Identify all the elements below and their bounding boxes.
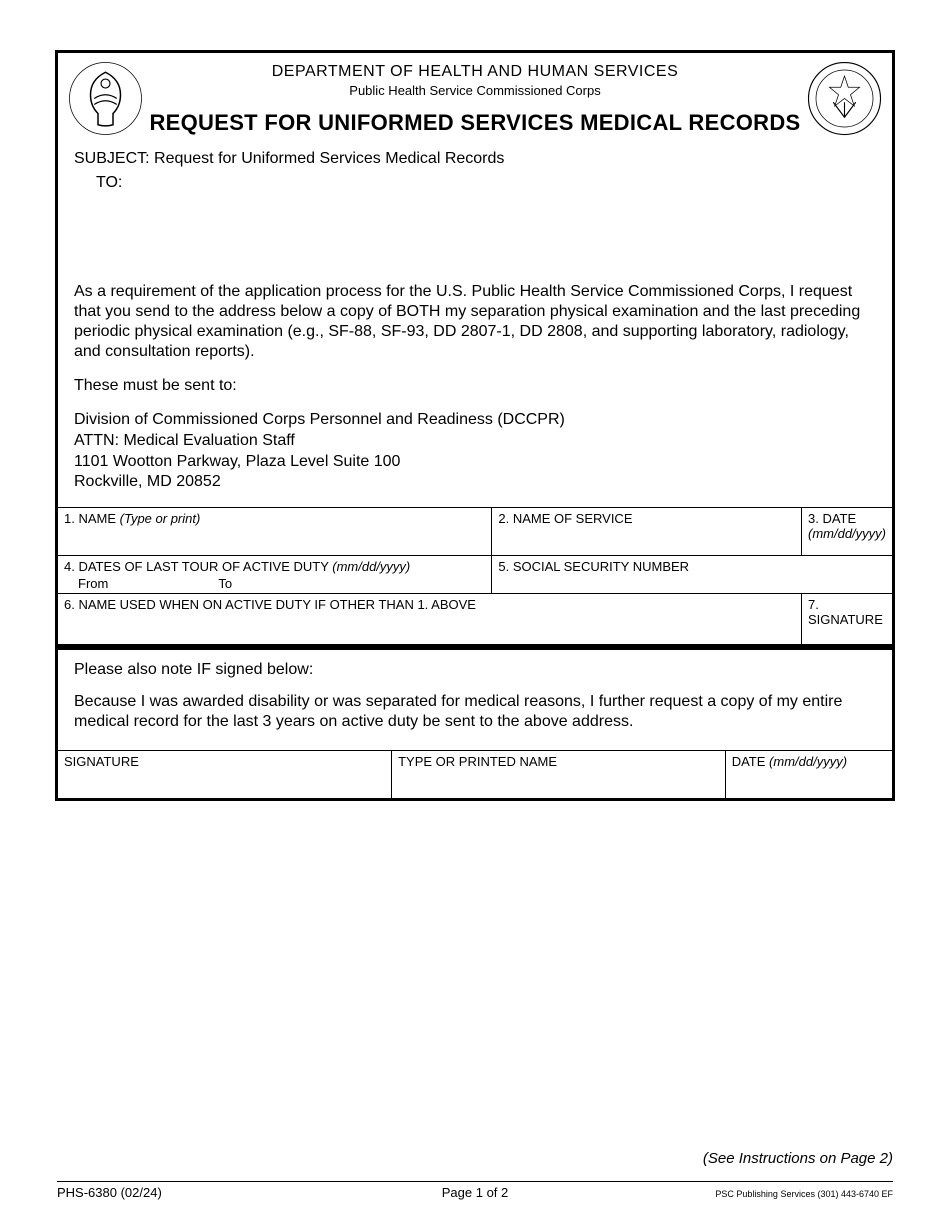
field-5-label: 5. SOCIAL SECURITY NUMBER <box>498 559 689 574</box>
field-tour-dates[interactable]: 4. DATES OF LAST TOUR OF ACTIVE DUTY (mm… <box>58 556 492 594</box>
form-header: DEPARTMENT OF HEALTH AND HUMAN SERVICES … <box>58 53 892 140</box>
printed-name-label: TYPE OR PRINTED NAME <box>398 754 557 769</box>
subject-label: SUBJECT: <box>74 150 150 167</box>
footer-area: (See Instructions on Page 2) PHS-6380 (0… <box>55 1150 895 1200</box>
phs-seal-icon <box>807 61 882 136</box>
field-6-label: 6. NAME USED WHEN ON ACTIVE DUTY IF OTHE… <box>64 597 476 612</box>
fields-table: 1. NAME (Type or print) 2. NAME OF SERVI… <box>58 507 892 644</box>
sig-date-hint: (mm/dd/yyyy) <box>769 754 847 769</box>
subject-text: Request for Uniformed Services Medical R… <box>154 150 504 167</box>
field-4-hint: (mm/dd/yyyy) <box>332 559 410 574</box>
form-title: REQUEST FOR UNIFORMED SERVICES MEDICAL R… <box>143 110 807 136</box>
address-line2: ATTN: Medical Evaluation Staff <box>74 431 876 452</box>
to-label: TO: <box>74 174 876 192</box>
form-number: PHS-6380 (02/24) <box>57 1185 162 1200</box>
subdepartment-name: Public Health Service Commissioned Corps <box>143 83 807 98</box>
header-text: DEPARTMENT OF HEALTH AND HUMAN SERVICES … <box>143 61 807 136</box>
sig-field-date[interactable]: DATE (mm/dd/yyyy) <box>725 750 892 798</box>
field-7-label: 7. SIGNATURE <box>808 597 883 627</box>
page-number: Page 1 of 2 <box>442 1185 509 1200</box>
form-border: DEPARTMENT OF HEALTH AND HUMAN SERVICES … <box>55 50 895 801</box>
address-line1: Division of Commissioned Corps Personnel… <box>74 410 876 431</box>
sig-field-name[interactable]: TYPE OR PRINTED NAME <box>392 750 726 798</box>
note-body: Because I was awarded disability or was … <box>74 692 876 732</box>
sig-date-label: DATE <box>732 754 766 769</box>
body-paragraph: As a requirement of the application proc… <box>74 282 876 362</box>
sig-field-signature[interactable]: SIGNATURE <box>58 750 392 798</box>
body-section: SUBJECT: Request for Uniformed Services … <box>58 140 892 507</box>
to-label-field: To <box>218 576 232 591</box>
sent-to-label: These must be sent to: <box>74 376 876 396</box>
field-date[interactable]: 3. DATE (mm/dd/yyyy) <box>801 508 892 556</box>
footer-line: PHS-6380 (02/24) Page 1 of 2 PSC Publish… <box>57 1181 893 1200</box>
field-other-name[interactable]: 6. NAME USED WHEN ON ACTIVE DUTY IF OTHE… <box>58 594 801 644</box>
hhs-logo-icon <box>68 61 143 136</box>
from-label: From <box>78 576 108 591</box>
field-2-label: 2. NAME OF SERVICE <box>498 511 632 526</box>
note-intro: Please also note IF signed below: <box>74 660 876 680</box>
address-line4: Rockville, MD 20852 <box>74 472 876 493</box>
subject-line: SUBJECT: Request for Uniformed Services … <box>74 150 876 168</box>
page-container: DEPARTMENT OF HEALTH AND HUMAN SERVICES … <box>0 0 950 1230</box>
publisher-info: PSC Publishing Services (301) 443-6740 E… <box>715 1189 893 1199</box>
field-ssn[interactable]: 5. SOCIAL SECURITY NUMBER <box>492 556 892 594</box>
field-name[interactable]: 1. NAME (Type or print) <box>58 508 492 556</box>
address-block: Division of Commissioned Corps Personnel… <box>74 410 876 493</box>
field-1-hint: (Type or print) <box>120 511 201 526</box>
from-to-row: From To <box>64 576 485 591</box>
signature-table: SIGNATURE TYPE OR PRINTED NAME DATE (mm/… <box>58 750 892 799</box>
address-line3: 1101 Wootton Parkway, Plaza Level Suite … <box>74 452 876 473</box>
department-name: DEPARTMENT OF HEALTH AND HUMAN SERVICES <box>143 63 807 81</box>
field-4-label: 4. DATES OF LAST TOUR OF ACTIVE DUTY <box>64 559 329 574</box>
field-service[interactable]: 2. NAME OF SERVICE <box>492 508 802 556</box>
sig-label: SIGNATURE <box>64 754 139 769</box>
field-signature[interactable]: 7. SIGNATURE <box>801 594 892 644</box>
field-3-label: 3. DATE <box>808 511 856 526</box>
field-3-hint: (mm/dd/yyyy) <box>808 526 886 541</box>
see-instructions: (See Instructions on Page 2) <box>57 1150 893 1167</box>
field-1-label: 1. NAME <box>64 511 116 526</box>
note-section: Please also note IF signed below: Becaus… <box>58 650 892 750</box>
